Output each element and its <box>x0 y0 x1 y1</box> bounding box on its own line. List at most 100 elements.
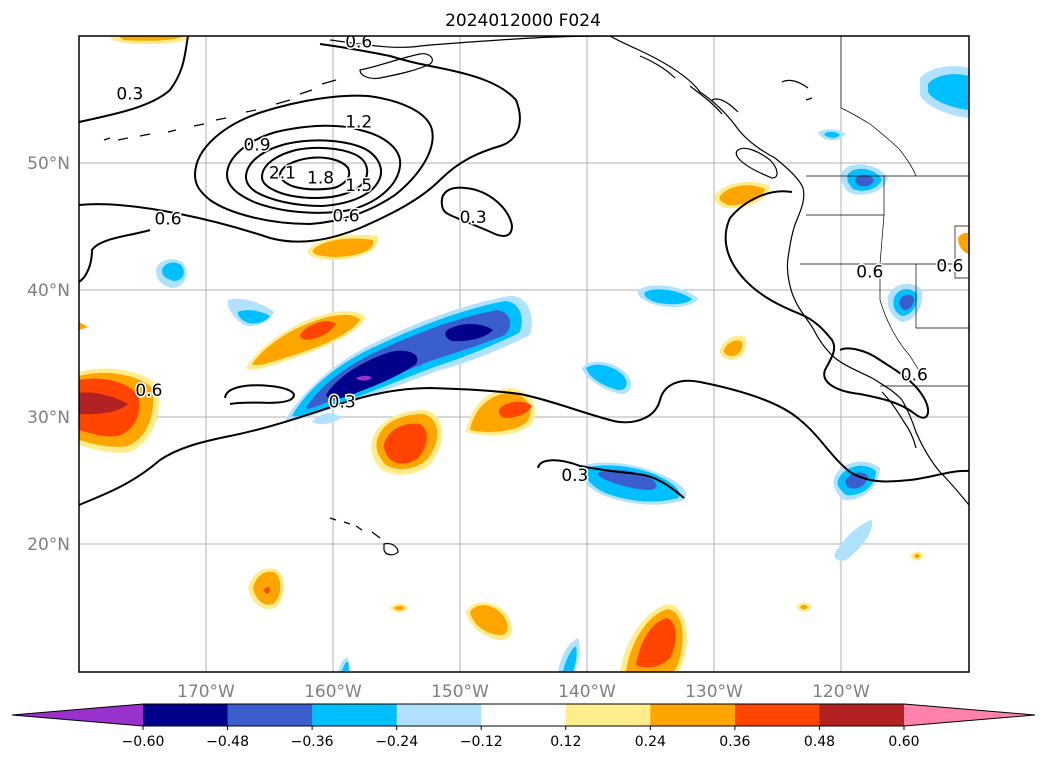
colorbar-tick-label: 0.36 <box>719 734 750 750</box>
contour-0-6-mid <box>224 384 295 405</box>
colorbar-tick-label: 0.12 <box>550 734 581 750</box>
colorbar-tick-label: 0.48 <box>804 734 835 750</box>
positive-blob-128w-inner <box>723 340 743 356</box>
contour-label: 0.9 <box>243 135 270 155</box>
contour-label: 0.6 <box>345 32 372 52</box>
negative-anomaly-core-c <box>356 375 372 381</box>
positive-blob-west-edge-small <box>79 322 88 330</box>
lon-label-150w: 150°W <box>431 682 489 702</box>
colorbar-tick-label: −0.24 <box>375 734 418 750</box>
negative-blob-134w-inner <box>644 289 692 305</box>
contour-1-2 <box>225 124 402 214</box>
lon-label-160w: 160°W <box>304 682 362 702</box>
lon-label-130w: 130°W <box>685 682 743 702</box>
chart-title: 2024012000 F024 <box>445 11 601 31</box>
contour-label: 1.5 <box>345 176 372 196</box>
colorbar-segment <box>734 704 820 726</box>
negative-blob-120w-25n-core <box>845 472 868 489</box>
lon-label-120w: 120°W <box>812 682 870 702</box>
lon-label-170w: 170°W <box>177 682 235 702</box>
colorbar-extend-low <box>12 704 143 726</box>
coastline-vancouver-island <box>735 147 778 179</box>
negative-blob-122w-20n <box>834 520 873 561</box>
contour-label: 0.3 <box>460 208 487 228</box>
negative-blob-159w-south-inner <box>342 661 349 672</box>
colorbar-tick-label: −0.36 <box>291 734 334 750</box>
map-background <box>79 36 969 672</box>
positive-blob-tiny-a-inner <box>394 605 405 611</box>
hawaiian-islands <box>329 517 399 556</box>
colorbar-tick-label: 0.24 <box>635 734 666 750</box>
positive-blob-146w-core <box>499 401 532 418</box>
negative-blob-173w-inner <box>162 262 184 281</box>
colorbar-segment <box>143 704 229 726</box>
negative-blob-168w-inner <box>237 310 270 324</box>
contour-label: 0.3 <box>561 466 588 486</box>
positive-anomaly-strip-core <box>300 321 336 340</box>
positive-blob-150w-inner <box>470 605 508 636</box>
lat-label-40n: 40°N <box>27 281 70 301</box>
contour-label: 0.3 <box>116 85 143 105</box>
contour-label: 2.1 <box>269 163 296 183</box>
positive-blob-135w-core <box>636 618 676 668</box>
contour-0-9 <box>193 94 434 226</box>
coastline-alaska-gulf <box>329 36 611 48</box>
contour-1-5 <box>244 139 382 208</box>
contour-0-3-southern-belt <box>79 379 969 506</box>
positive-blob-tiny-c-inner <box>914 553 920 559</box>
negative-blob-119w-48n-core <box>855 175 874 187</box>
border-alaska-canada <box>840 36 917 177</box>
contour-label: 1.2 <box>345 113 372 133</box>
map-panel: 0.6 0.3 1.2 0.9 2.1 1.8 1.5 0.6 0.6 0.3 0.6 0.6 0.6 0… <box>78 32 970 673</box>
lat-label-20n: 20°N <box>27 535 70 555</box>
colorbar-segment <box>312 704 398 726</box>
colorbar-extend-high <box>904 704 1035 726</box>
contour-lines <box>79 36 969 506</box>
contour-2-1 <box>278 156 351 191</box>
colorbar: −0.60 −0.48 −0.36 −0.24 −0.12 0.12 0.24 0.36 0.4… <box>11 703 1036 750</box>
negative-blob-142w-inner <box>586 364 627 391</box>
longitude-labels: 170°W 160°W 150°W 140°W 130°W 120°W <box>177 682 870 702</box>
contour-0-3-closed <box>440 186 514 237</box>
lat-label-30n: 30°N <box>27 408 70 428</box>
negative-blob-117w-40n-core <box>899 294 914 310</box>
contour-0-6-coastal <box>724 190 930 419</box>
latitude-labels: 50°N 40°N 30°N 20°N <box>27 154 70 555</box>
contour-0-3-central <box>537 459 685 499</box>
coastline-north-america <box>609 36 969 506</box>
positive-blob-east-edge <box>958 232 969 254</box>
contour-label: 0.6 <box>135 381 162 401</box>
contour-label: 0.6 <box>936 256 963 276</box>
colorbar-segment <box>819 704 905 726</box>
colorbar-segment <box>227 704 313 726</box>
coastline-alaska-peninsula <box>359 53 433 80</box>
contour-label: 0.6 <box>901 366 928 386</box>
lon-label-140w: 140°W <box>558 682 616 702</box>
contour-label: 0.6 <box>332 207 359 227</box>
coastline-ne-lake <box>781 79 813 101</box>
contour-label: 0.3 <box>329 392 356 412</box>
map-frame <box>78 35 970 673</box>
contour-label: 0.6 <box>154 209 181 229</box>
positive-blob-153w-core <box>384 423 427 464</box>
colorbar-segment <box>650 704 736 726</box>
shaded-anomaly-field <box>79 36 969 672</box>
contour-0-6-outer <box>79 43 521 243</box>
contour-label: 1.8 <box>307 169 334 189</box>
contour-0-3-northwest <box>79 36 189 123</box>
colorbar-tick-label: −0.12 <box>460 734 503 750</box>
positive-blob-160w-44n-inner <box>312 238 374 257</box>
colorbar-tick-label: −0.48 <box>206 734 249 750</box>
colorbar-segment <box>396 704 482 726</box>
contour-labels: 0.6 0.3 1.2 0.9 2.1 1.8 1.5 0.6 0.6 0.3 0.6 0.6 0.6 0… <box>115 32 965 488</box>
contour-label: 0.6 <box>856 263 883 283</box>
negative-blob-124w-nw-inner <box>824 131 840 138</box>
positive-blob-tiny-b-inner <box>800 604 808 610</box>
colorbar-tick-label: 0.60 <box>888 734 919 750</box>
negative-blob-141w-south-inner <box>563 646 577 672</box>
colorbar-segment <box>565 704 651 726</box>
positive-blob-east-edge-hawaii <box>312 413 340 425</box>
west-edge-positive-core <box>79 392 128 415</box>
border-states-west <box>800 176 969 373</box>
negative-blob-nw-corner-inner <box>928 74 969 110</box>
